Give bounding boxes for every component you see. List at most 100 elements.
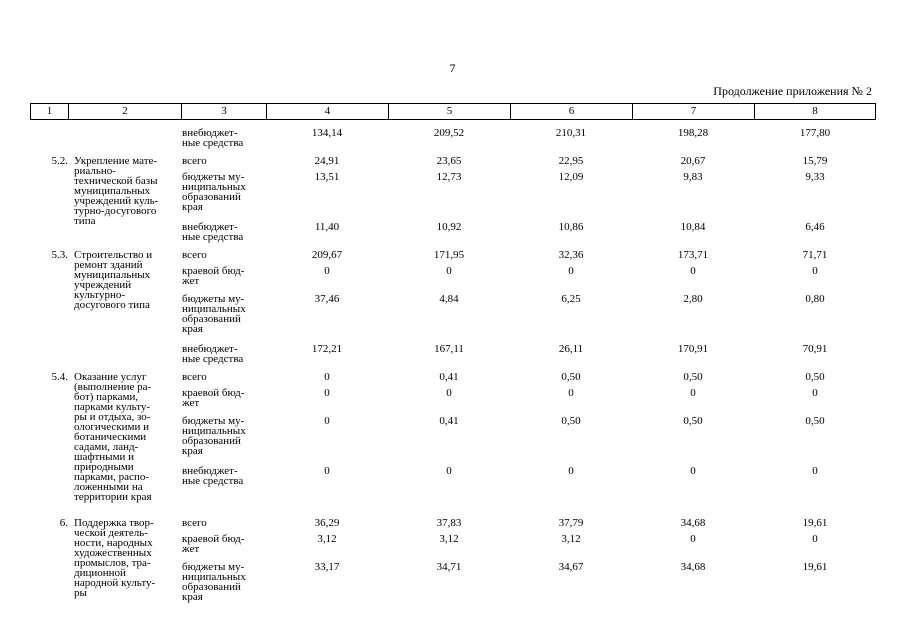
value-cell: 0 [812,265,818,277]
value-cell: 12,09 [558,171,584,183]
value-cell: 32,36 [558,249,584,261]
value-cell: 0 [446,465,452,477]
value-cell: 10,86 [558,221,584,233]
value-cell: 171,95 [433,249,465,261]
value-cell: 12,73 [436,171,462,183]
value-cell: 34,68 [680,517,706,529]
table-header: 1 2 3 4 5 6 7 8 [30,103,876,120]
funding-source: всего [182,249,207,261]
funding-source: бюджеты му-ниципальных образований края [182,171,246,213]
value-cell: 0 [690,387,696,399]
funding-source: внебюджет-ные средства [182,221,244,243]
value-cell: 22,95 [558,155,584,167]
value-cell: 11,40 [314,221,340,233]
value-cell: 0 [568,387,574,399]
row-name: Строительство и ремонт зданий муниципальны… [74,249,153,311]
header-cell-6: 6 [511,104,633,119]
value-cell: 0 [324,387,330,399]
value-cell: 170,91 [677,343,709,355]
funding-source: внебюджет-ные средства [182,465,244,487]
value-cell: 0,41 [439,371,459,383]
value-cell: 198,28 [677,127,709,139]
value-cell: 20,67 [680,155,706,167]
header-cell-8: 8 [812,105,818,117]
value-cell: 134,14 [311,127,343,139]
value-cell: 6,25 [561,293,581,305]
value-cell: 19,61 [802,517,828,529]
value-cell: 209,67 [311,249,343,261]
value-cell: 6,46 [805,221,825,233]
header-cell-4: 4 [267,104,389,119]
row-name: Укрепление мате-риально-технической базы… [74,155,159,227]
funding-source: всего [182,517,207,529]
row-name: Оказание услуг (выполнение ра-бот) паркам… [74,371,152,503]
header-cell-2: 2 [69,104,182,119]
header-cell-7: 7 [633,104,755,119]
value-cell: 0 [812,387,818,399]
value-cell: 9,83 [683,171,703,183]
value-cell: 4,84 [439,293,459,305]
funding-source: бюджеты му-ниципальных образований края [182,293,246,335]
value-cell: 172,21 [311,343,343,355]
value-cell: 15,79 [802,155,828,167]
funding-source: краевой бюд-жет [182,387,245,409]
continuation-note: Продолжение приложения № 2 [713,84,872,98]
funding-source: всего [182,371,207,383]
value-cell: 0,50 [561,371,581,383]
value-cell: 0,50 [683,371,703,383]
value-cell: 0 [812,465,818,477]
value-cell: 177,80 [799,127,831,139]
value-cell: 36,29 [314,517,340,529]
value-cell: 34,68 [680,561,706,573]
funding-source: краевой бюд-жет [182,533,245,555]
funding-source: всего [182,155,207,167]
value-cell: 0 [446,387,452,399]
value-cell: 13,51 [314,171,340,183]
value-cell: 34,71 [436,561,462,573]
value-cell: 0 [568,465,574,477]
value-cell: 0 [324,415,330,427]
value-cell: 9,33 [805,171,825,183]
header-cell-3: 3 [182,104,267,119]
funding-source: краевой бюд-жет [182,265,245,287]
value-cell: 3,12 [317,533,337,545]
value-cell: 0,50 [805,415,825,427]
funding-source: внебюджет-ные средства [182,127,244,149]
value-cell: 0 [690,533,696,545]
value-cell: 0 [324,465,330,477]
value-cell: 0,50 [805,371,825,383]
value-cell: 10,92 [436,221,462,233]
value-cell: 0 [324,371,330,383]
value-cell: 0 [568,265,574,277]
table-body: внебюджет-ные средства 134,14 209,52 210,31… [30,120,876,620]
value-cell: 0,50 [683,415,703,427]
value-cell: 0,50 [561,415,581,427]
value-cell: 33,17 [314,561,340,573]
value-cell: 2,80 [683,293,703,305]
row-number: 5.3. [51,249,69,261]
value-cell: 71,71 [802,249,828,261]
value-cell: 3,12 [561,533,581,545]
row-name: Поддержка твор-ческой деятель-ности, нар… [74,517,156,599]
value-cell: 10,84 [680,221,706,233]
value-cell: 3,12 [439,533,459,545]
value-cell: 34,67 [558,561,584,573]
value-cell: 19,61 [802,561,828,573]
value-cell: 23,65 [436,155,462,167]
value-cell: 0,41 [439,415,459,427]
value-cell: 0 [446,265,452,277]
value-cell: 210,31 [555,127,587,139]
row-number: 5.4. [51,371,69,383]
value-cell: 0 [324,265,330,277]
value-cell: 0,80 [805,293,825,305]
value-cell: 173,71 [677,249,709,261]
header-cell-1: 1 [31,104,69,119]
value-cell: 37,46 [314,293,340,305]
value-cell: 167,11 [434,343,464,355]
value-cell: 70,91 [802,343,828,355]
row-number: 5.2. [51,155,69,167]
header-cell-5: 5 [389,104,511,119]
value-cell: 37,79 [558,517,584,529]
value-cell: 26,11 [558,343,584,355]
funding-source: бюджеты му-ниципальных образований края [182,561,246,603]
